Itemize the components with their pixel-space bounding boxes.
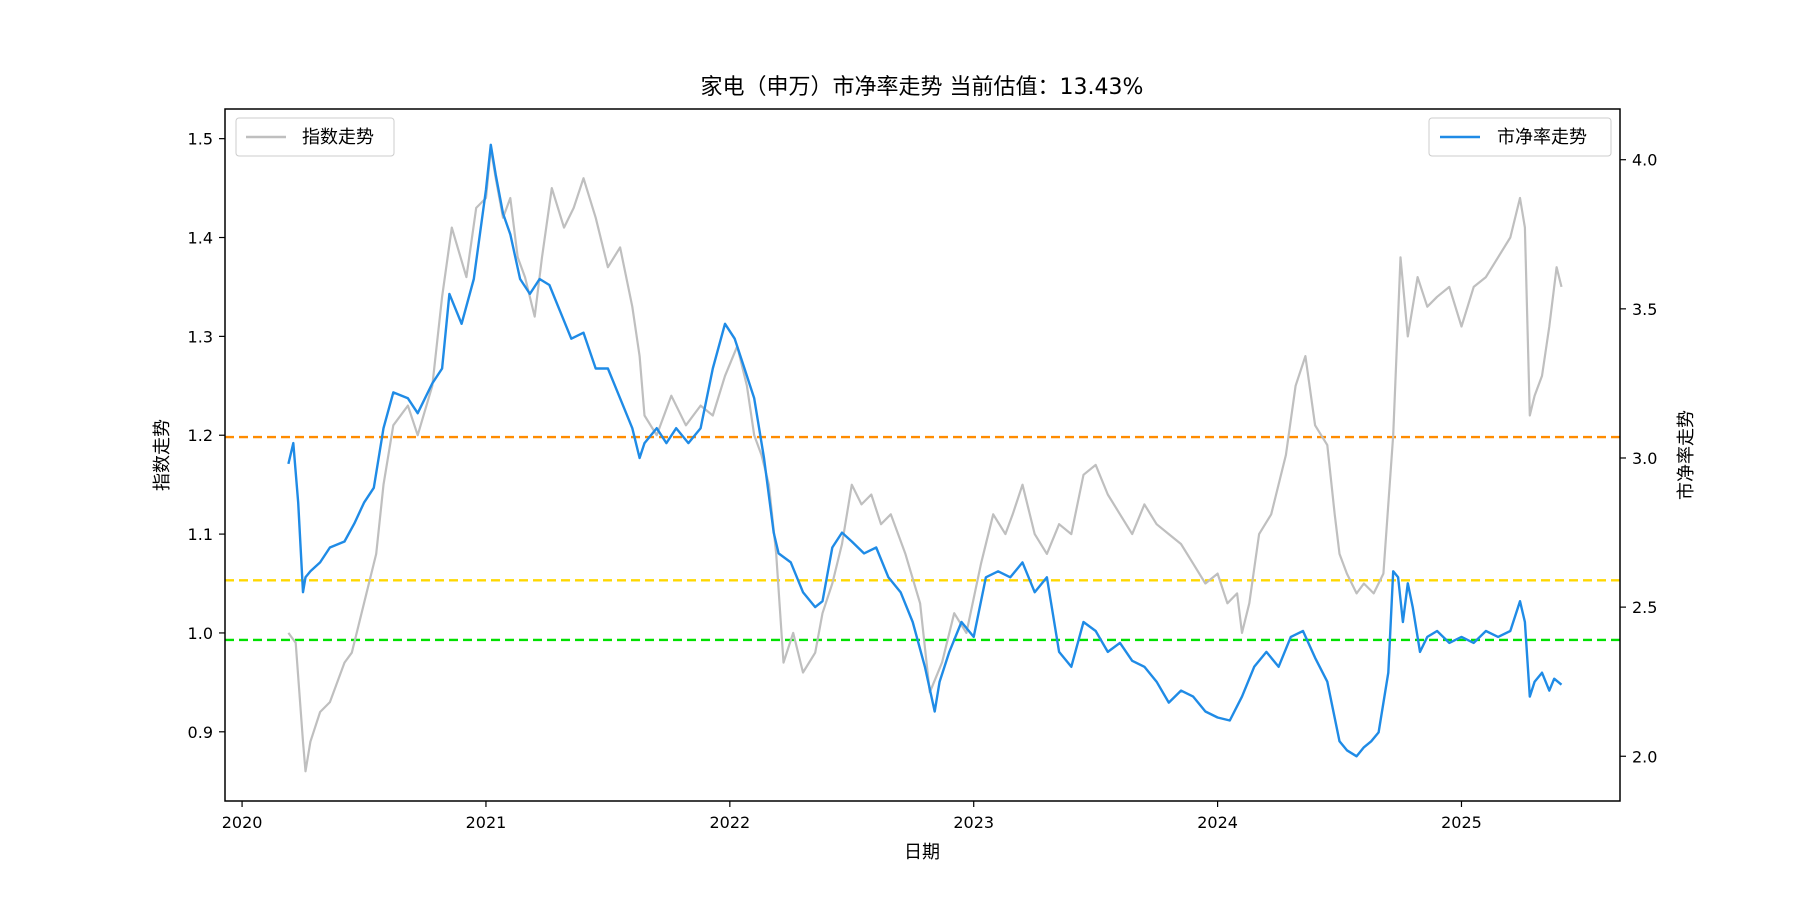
x-tick-label: 2020 <box>222 813 263 832</box>
left-y-tick-label: 1.1 <box>188 525 213 544</box>
right-y-axis-label: 市净率走势 <box>1676 410 1697 500</box>
left-y-tick-label: 1.3 <box>188 327 213 346</box>
left-y-axis-label: 指数走势 <box>152 419 173 491</box>
right-y-tick-label: 2.5 <box>1632 598 1657 617</box>
pb-trend-line <box>287 143 1563 758</box>
legend-right-box <box>1428 117 1612 157</box>
left-y-tick-label: 1.2 <box>188 426 213 445</box>
x-axis: 2020 2021 2022 2023 2024 2025 <box>222 801 1482 832</box>
plot-area <box>225 143 1620 773</box>
x-tick-label: 2021 <box>466 813 507 832</box>
left-y-tick-label: 1.5 <box>188 130 213 149</box>
legend-left-label: 指数走势 <box>302 127 374 148</box>
right-y-tick-label: 3.5 <box>1632 300 1657 319</box>
right-y-axis: 2.0 2.5 3.0 3.5 4.0 <box>1620 151 1657 766</box>
left-y-tick-label: 0.9 <box>188 723 213 742</box>
left-y-axis: 0.9 1.0 1.1 1.2 1.3 1.4 1.5 <box>188 130 225 742</box>
left-y-tick-label: 1.0 <box>188 624 213 643</box>
x-tick-label: 2023 <box>953 813 994 832</box>
chart-title: 家电（申万）市净率走势 当前估值：13.43% <box>701 75 1144 100</box>
x-tick-label: 2024 <box>1197 813 1238 832</box>
x-tick-label: 2025 <box>1441 813 1482 832</box>
right-y-tick-label: 2.0 <box>1632 747 1657 766</box>
right-y-tick-label: 4.0 <box>1632 151 1657 170</box>
right-y-tick-label: 3.0 <box>1632 449 1657 468</box>
legend-left-box <box>235 117 395 157</box>
left-y-tick-label: 1.4 <box>188 229 213 248</box>
reference-lines <box>225 435 1620 642</box>
series-group <box>287 143 1563 773</box>
legend-right-label: 市净率走势 <box>1497 127 1587 148</box>
plot-frame <box>224 108 1621 802</box>
legend-left: 指数走势 <box>235 117 395 157</box>
x-axis-label: 日期 <box>904 842 940 863</box>
legend-right: 市净率走势 <box>1428 117 1612 157</box>
x-tick-label: 2022 <box>709 813 750 832</box>
